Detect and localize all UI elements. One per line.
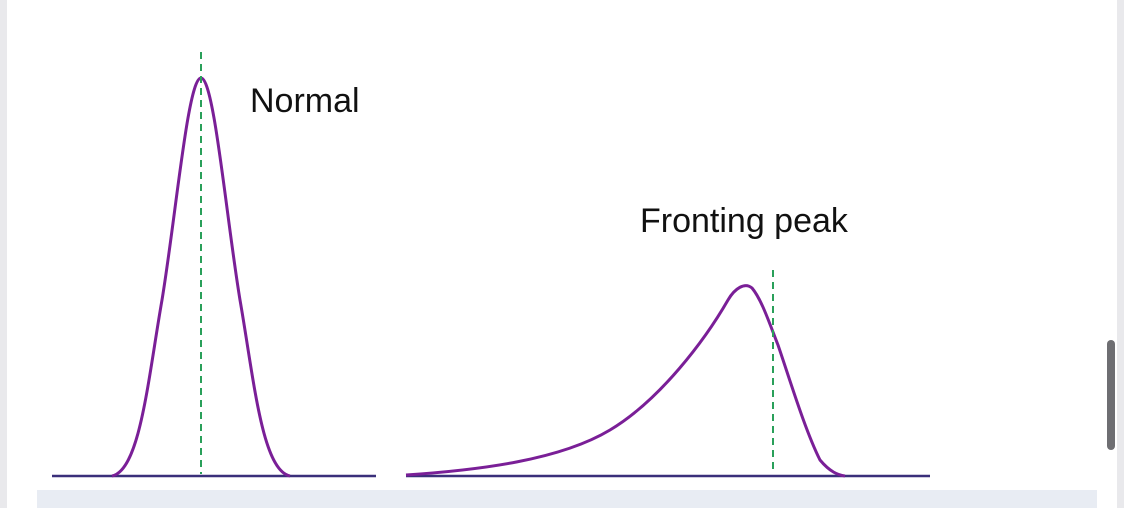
fronting-peak-label: Fronting peak [640,202,849,240]
window-left-edge [0,0,7,508]
window-right-edge [1117,0,1124,508]
vertical-scrollbar-thumb[interactable] [1107,340,1115,450]
normal-label: Normal [250,82,360,120]
content-bottom-strip [37,490,1097,508]
fronting-peak-curve [405,284,846,478]
